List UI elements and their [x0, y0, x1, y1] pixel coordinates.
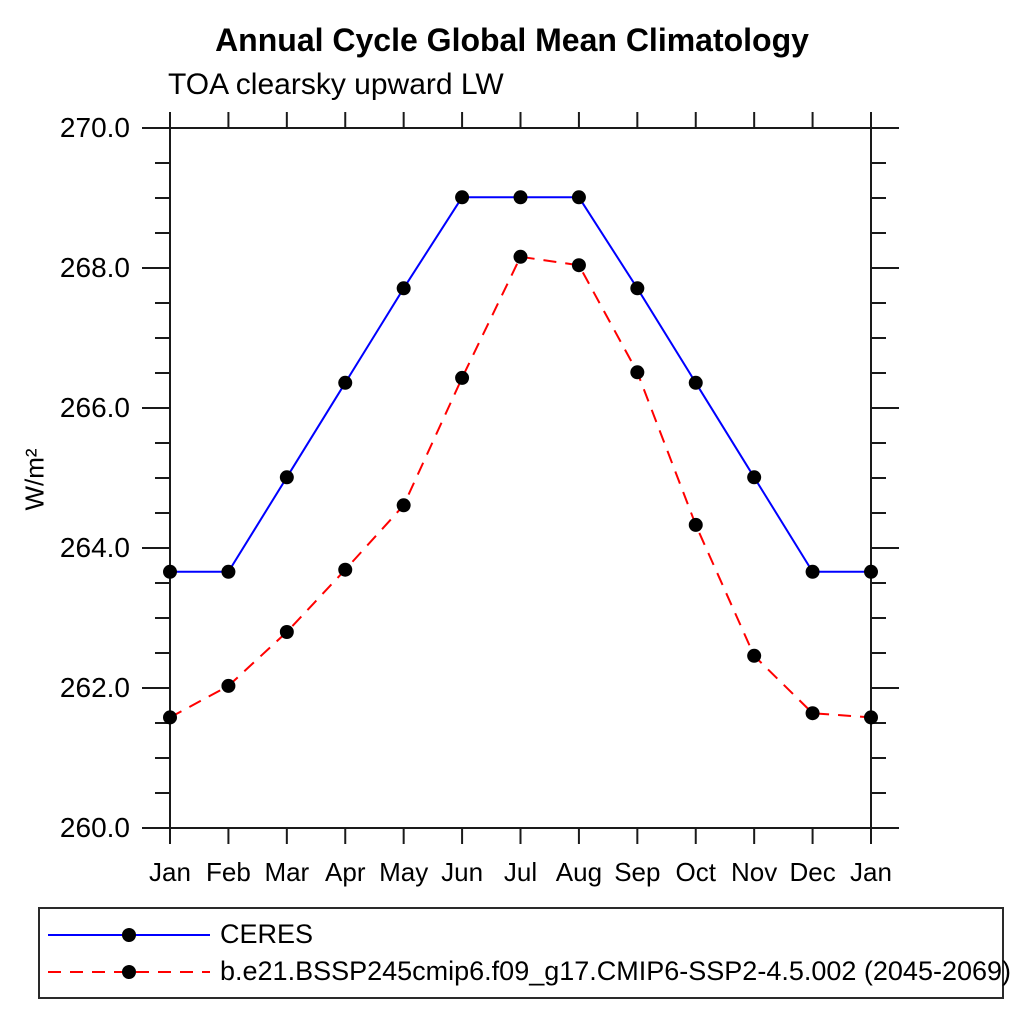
model-data-point [396, 498, 411, 513]
x-tick-label: Jul [504, 857, 537, 887]
model-data-point [455, 370, 470, 385]
ceres-data-point [747, 470, 762, 485]
ceres-data-point [455, 190, 470, 205]
ceres-data-point [279, 470, 294, 485]
x-tick-label: Sep [614, 857, 660, 887]
x-tick-label: Mar [264, 857, 309, 887]
y-tick-label: 266.0 [60, 392, 130, 423]
plot-box [169, 127, 872, 829]
model-data-point [688, 517, 703, 532]
legend-item-ceres: CERES [46, 919, 1002, 950]
model-data-point [163, 710, 177, 725]
ceres-data-point [221, 564, 236, 579]
ceres-data-point [571, 190, 586, 205]
model-data-point [571, 258, 586, 273]
chart-subtitle: TOA clearsky upward LW [168, 68, 504, 101]
y-tick-label: 264.0 [60, 532, 130, 563]
model-data-point [338, 562, 353, 577]
x-tick-label: Dec [789, 857, 835, 887]
x-tick-label: Jun [441, 857, 483, 887]
ceres-data-point [630, 281, 645, 296]
model-data-point [805, 706, 820, 721]
legend-label-ceres: CERES [220, 919, 314, 949]
x-tick-label: Jan [149, 857, 191, 887]
model-data-point [513, 249, 528, 264]
y-tick-label: 270.0 [60, 112, 130, 143]
ceres-data-point [163, 564, 177, 579]
x-tick-label: Oct [676, 857, 717, 887]
legend-label-model: b.e21.BSSP245cmip6.f09_g17.CMIP6-SSP2-4.… [220, 956, 1012, 986]
model-data-point [221, 678, 236, 693]
y-tick-label: 260.0 [60, 812, 130, 843]
model-line-sample [48, 964, 210, 979]
ceres-data-point [513, 190, 528, 205]
model-sample-marker-icon [122, 964, 136, 979]
x-tick-label: Apr [325, 857, 366, 887]
y-tick-label: 262.0 [60, 672, 130, 703]
x-tick-label: Feb [206, 857, 251, 887]
model-data-point [747, 648, 762, 663]
model-line [169, 255, 872, 719]
y-tick-label: 268.0 [60, 252, 130, 283]
ceres-data-point [338, 375, 353, 390]
ceres-data-point [688, 375, 703, 390]
model-data-point [279, 625, 294, 639]
legend-item-model: b.e21.BSSP245cmip6.f09_g17.CMIP6-SSP2-4.… [46, 956, 1011, 987]
ceres-line-sample [48, 927, 210, 942]
x-tick-label: May [379, 857, 428, 887]
ceres-data-point [396, 281, 411, 296]
chart-title: Annual Cycle Global Mean Climatology [215, 22, 809, 58]
x-tick-label: Aug [556, 857, 602, 887]
x-tick-label: Nov [731, 857, 777, 887]
model-data-point [864, 710, 878, 725]
x-tick-label: Jan [850, 857, 892, 887]
legend: CERES b.e21.BSSP245cmip6.f09_g17.CMIP6-S… [38, 907, 1011, 999]
ceres-data-point [864, 564, 878, 579]
ceres-sample-marker-icon [122, 927, 136, 942]
ceres-data-point [805, 564, 820, 579]
model-data-point [630, 365, 645, 380]
